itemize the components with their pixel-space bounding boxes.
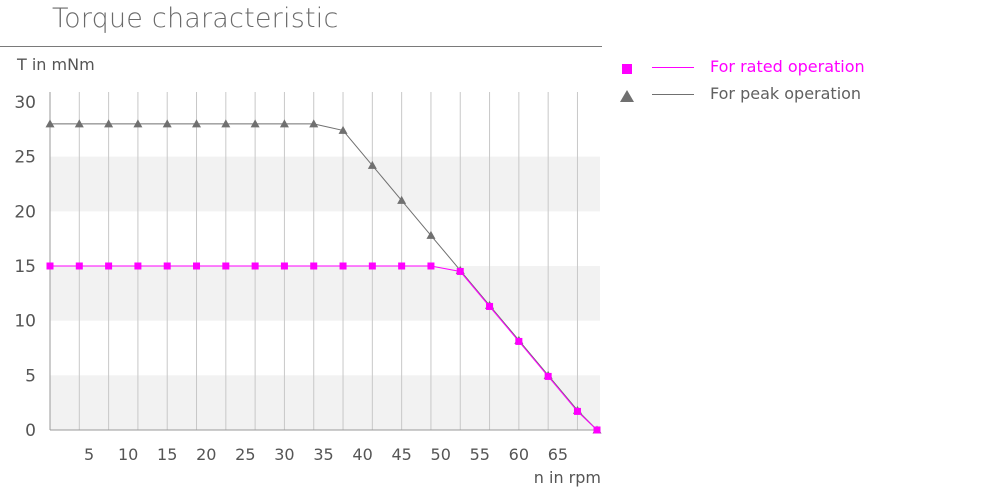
data-point	[338, 125, 348, 134]
data-point	[309, 119, 319, 128]
data-point	[133, 119, 143, 128]
title-divider	[0, 46, 602, 47]
x-tick-label: 35	[313, 445, 333, 464]
y-tick-label: 0	[25, 421, 36, 441]
y-axis-label: T in mNm	[16, 55, 95, 74]
legend-line-rated	[652, 67, 694, 68]
data-point	[427, 262, 435, 270]
x-tick-label: 20	[196, 445, 216, 464]
data-point	[221, 119, 231, 128]
data-point	[486, 302, 494, 310]
series-line	[50, 123, 598, 431]
x-tick-label: 50	[431, 445, 451, 464]
magenta-square-icon	[620, 61, 634, 75]
data-point	[310, 262, 318, 270]
data-point	[222, 262, 230, 270]
data-point	[193, 262, 201, 270]
data-point	[368, 262, 376, 270]
legend-label-peak: For peak operation	[710, 84, 862, 103]
x-tick-label: 45	[391, 445, 411, 464]
data-point	[339, 262, 347, 270]
x-tick-label: 25	[235, 445, 255, 464]
data-point	[573, 407, 581, 415]
y-tick-label: 25	[14, 148, 36, 168]
data-point	[456, 267, 464, 275]
gray-triangle-icon	[620, 88, 634, 102]
data-point	[163, 262, 171, 270]
y-tick-label: 20	[14, 202, 36, 222]
x-tick-label: 10	[118, 445, 138, 464]
data-point	[426, 230, 436, 239]
grid-band	[50, 266, 600, 321]
data-point	[45, 119, 55, 128]
data-point	[397, 195, 407, 204]
data-point	[162, 119, 172, 128]
x-tick-label: 15	[157, 445, 177, 464]
y-tick-label: 15	[14, 257, 36, 277]
data-point	[105, 262, 113, 270]
data-point	[192, 119, 202, 128]
y-tick-label: 10	[14, 312, 36, 332]
x-tick-label: 40	[352, 445, 372, 464]
series-rated	[46, 262, 601, 434]
data-point	[46, 262, 54, 270]
data-point	[251, 262, 259, 270]
data-point	[544, 372, 552, 380]
data-point	[515, 337, 523, 345]
data-point	[593, 426, 601, 434]
x-tick-label: 30	[274, 445, 294, 464]
x-tick-label: 5	[84, 445, 94, 464]
grid-band	[50, 375, 600, 430]
y-tick-label: 5	[25, 366, 36, 386]
x-tick-label: 65	[548, 445, 568, 464]
chart-title: Torque characteristic	[52, 3, 339, 34]
grid-band	[50, 156, 600, 212]
data-point	[74, 119, 84, 128]
data-point	[75, 262, 83, 270]
legend-line-peak	[652, 94, 694, 95]
data-point	[398, 262, 406, 270]
x-tick-label: 55	[470, 445, 490, 464]
data-point	[104, 119, 114, 128]
data-point	[250, 119, 260, 128]
x-axis-label: n in rpm	[534, 468, 601, 487]
data-point	[280, 262, 288, 270]
data-point	[134, 262, 142, 270]
x-tick-label: 60	[509, 445, 529, 464]
data-point	[279, 119, 289, 128]
series-line	[50, 265, 598, 431]
y-tick-label: 30	[14, 93, 36, 113]
legend-label-rated: For rated operation	[710, 57, 865, 76]
data-point	[367, 160, 377, 169]
